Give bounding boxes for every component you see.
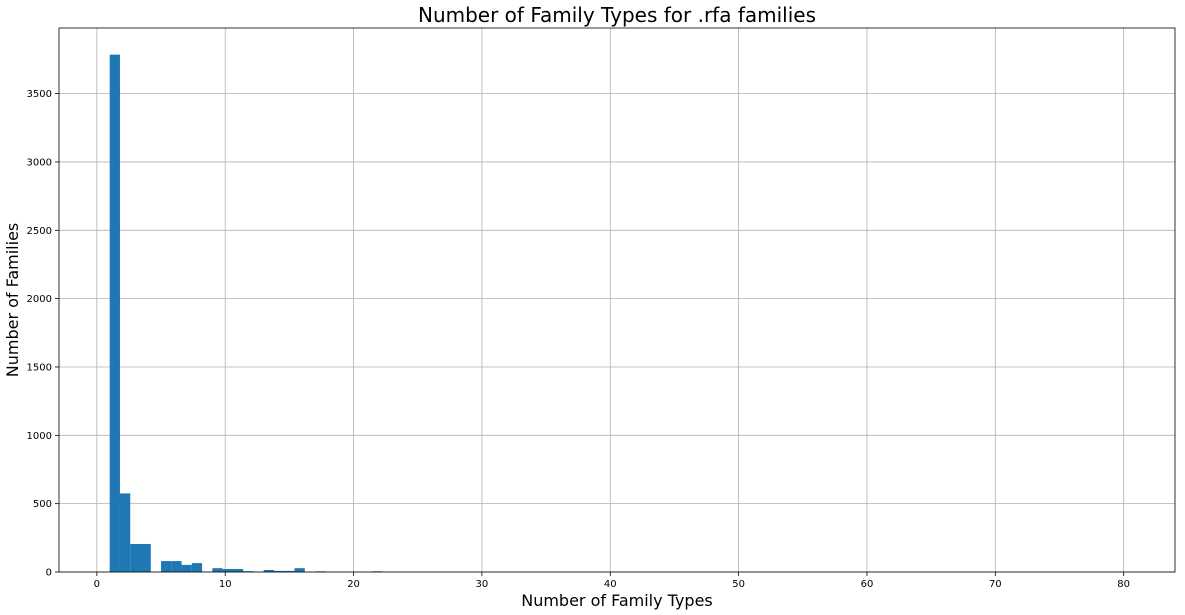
x-tick-label: 40	[604, 579, 617, 590]
x-tick-label: 30	[476, 579, 489, 590]
y-tick-label: 3000	[27, 157, 52, 168]
histogram-bar	[294, 568, 305, 572]
histogram-bar	[273, 570, 285, 572]
plot-frame	[58, 27, 1176, 573]
histogram-bar	[171, 561, 182, 572]
histogram-bar	[222, 568, 233, 572]
histogram-bar	[191, 563, 203, 572]
x-tick-label: 0	[94, 579, 100, 590]
x-tick-label: 10	[219, 579, 232, 590]
y-tick-label: 0	[46, 568, 52, 579]
y-tick-label: 2000	[27, 294, 52, 305]
x-tick-label: 70	[989, 579, 1002, 590]
y-tick-label: 1000	[27, 431, 52, 442]
y-tick-label: 500	[33, 499, 52, 510]
x-tick-label: 20	[347, 579, 360, 590]
x-tick-label: 60	[861, 579, 874, 590]
y-tick-label: 3500	[27, 89, 52, 100]
y-tick-label: 1500	[27, 362, 52, 373]
histogram-bar	[181, 564, 192, 572]
histogram-bar	[119, 493, 131, 572]
histogram-bar	[232, 568, 244, 572]
y-tick-label: 2500	[27, 226, 52, 237]
histogram-bar	[161, 561, 172, 572]
histogram-bar	[130, 543, 141, 572]
histogram-bar	[212, 568, 223, 572]
x-axis-label: Number of Family Types	[521, 591, 713, 610]
histogram-bar	[109, 54, 120, 573]
x-tick-label: 50	[732, 579, 745, 590]
x-tick-label: 80	[1117, 579, 1130, 590]
histogram-bar	[284, 570, 295, 572]
histogram-bar	[243, 571, 254, 572]
y-axis-label: Number of Families	[3, 223, 22, 378]
histogram-bar	[140, 543, 151, 572]
chart-title: Number of Family Types for .rfa families	[418, 3, 816, 27]
histogram-bar	[263, 569, 274, 572]
axis-ticks: 0 10 20 30 40 50 60 70 80 0 500 1000 1500 2000 2500 300…	[27, 89, 1130, 590]
